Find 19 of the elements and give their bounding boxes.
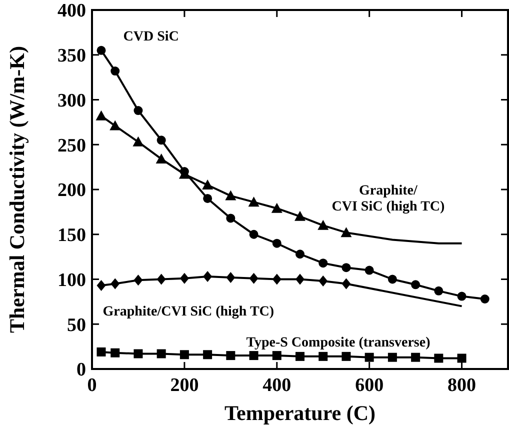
y-tick-label: 50 (67, 314, 86, 336)
y-tick-label: 150 (58, 225, 86, 246)
y-tick-label: 200 (58, 180, 86, 202)
legend-label: CVD SiC (123, 29, 179, 44)
y-axis-title: Thermal Conductivity (W/m-K) (5, 46, 29, 333)
series-label: Graphite/ CVI SiC (high TC) (332, 184, 446, 215)
series-label: Graphite/CVI SiC (high TC) (102, 304, 274, 320)
y-tick-label: 300 (58, 90, 86, 112)
y-tick-label: 100 (58, 270, 86, 291)
series-label: Type-S Composite (transverse) (246, 335, 431, 350)
x-tick-label: 800 (448, 375, 476, 396)
x-tick-label: 600 (355, 375, 384, 396)
y-tick-label: 0 (76, 360, 86, 381)
x-tick-label: 400 (262, 375, 292, 396)
y-tick-label: 350 (58, 46, 86, 67)
y-tick-label: 250 (58, 135, 86, 156)
y-tick-label: 400 (58, 0, 86, 22)
x-axis-title: Temperature (C) (224, 401, 376, 425)
x-tick-label: 200 (170, 375, 199, 396)
